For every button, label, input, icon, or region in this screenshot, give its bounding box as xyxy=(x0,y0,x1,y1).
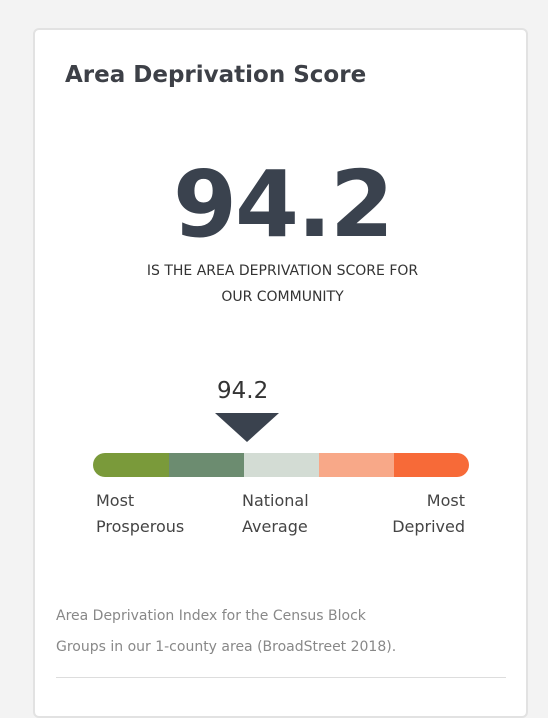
marker-label: 94.2 xyxy=(217,378,269,404)
label-line: Deprived xyxy=(392,517,465,536)
footnote: Groups in our 1-county area (BroadStreet… xyxy=(56,639,397,655)
label-line: Most xyxy=(426,491,465,510)
scale-graphic xyxy=(93,413,469,477)
marker-arrow xyxy=(215,413,279,442)
card-title: Area Deprivation Score xyxy=(65,62,367,88)
scale-segment xyxy=(394,453,469,477)
scale-label: National Average xyxy=(242,488,309,540)
scale-segment xyxy=(93,453,169,477)
scale-segment xyxy=(169,453,244,477)
scale-segment xyxy=(244,453,319,477)
score: 94.2 xyxy=(173,151,394,258)
page: {"card": { "title": "Area Deprivation Sc… xyxy=(33,28,528,718)
label-line: Most xyxy=(96,491,135,510)
scale-segment xyxy=(319,453,394,477)
subtitle: IS THE AREA DEPRIVATION SCORE FOR xyxy=(146,263,419,279)
label-line: National xyxy=(242,491,309,510)
divider xyxy=(56,677,506,678)
label-line: Prosperous xyxy=(96,517,185,536)
subtitle: OUR COMMUNITY xyxy=(221,289,344,305)
scale-label: Most Deprived xyxy=(392,488,465,540)
card: Area Deprivation Score 94.2 IS THE AREA … xyxy=(33,28,528,718)
label-line: Average xyxy=(242,517,308,536)
scale-label: Most Prosperous xyxy=(96,488,184,540)
footnote: Area Deprivation Index for the Census Bl… xyxy=(56,608,366,624)
